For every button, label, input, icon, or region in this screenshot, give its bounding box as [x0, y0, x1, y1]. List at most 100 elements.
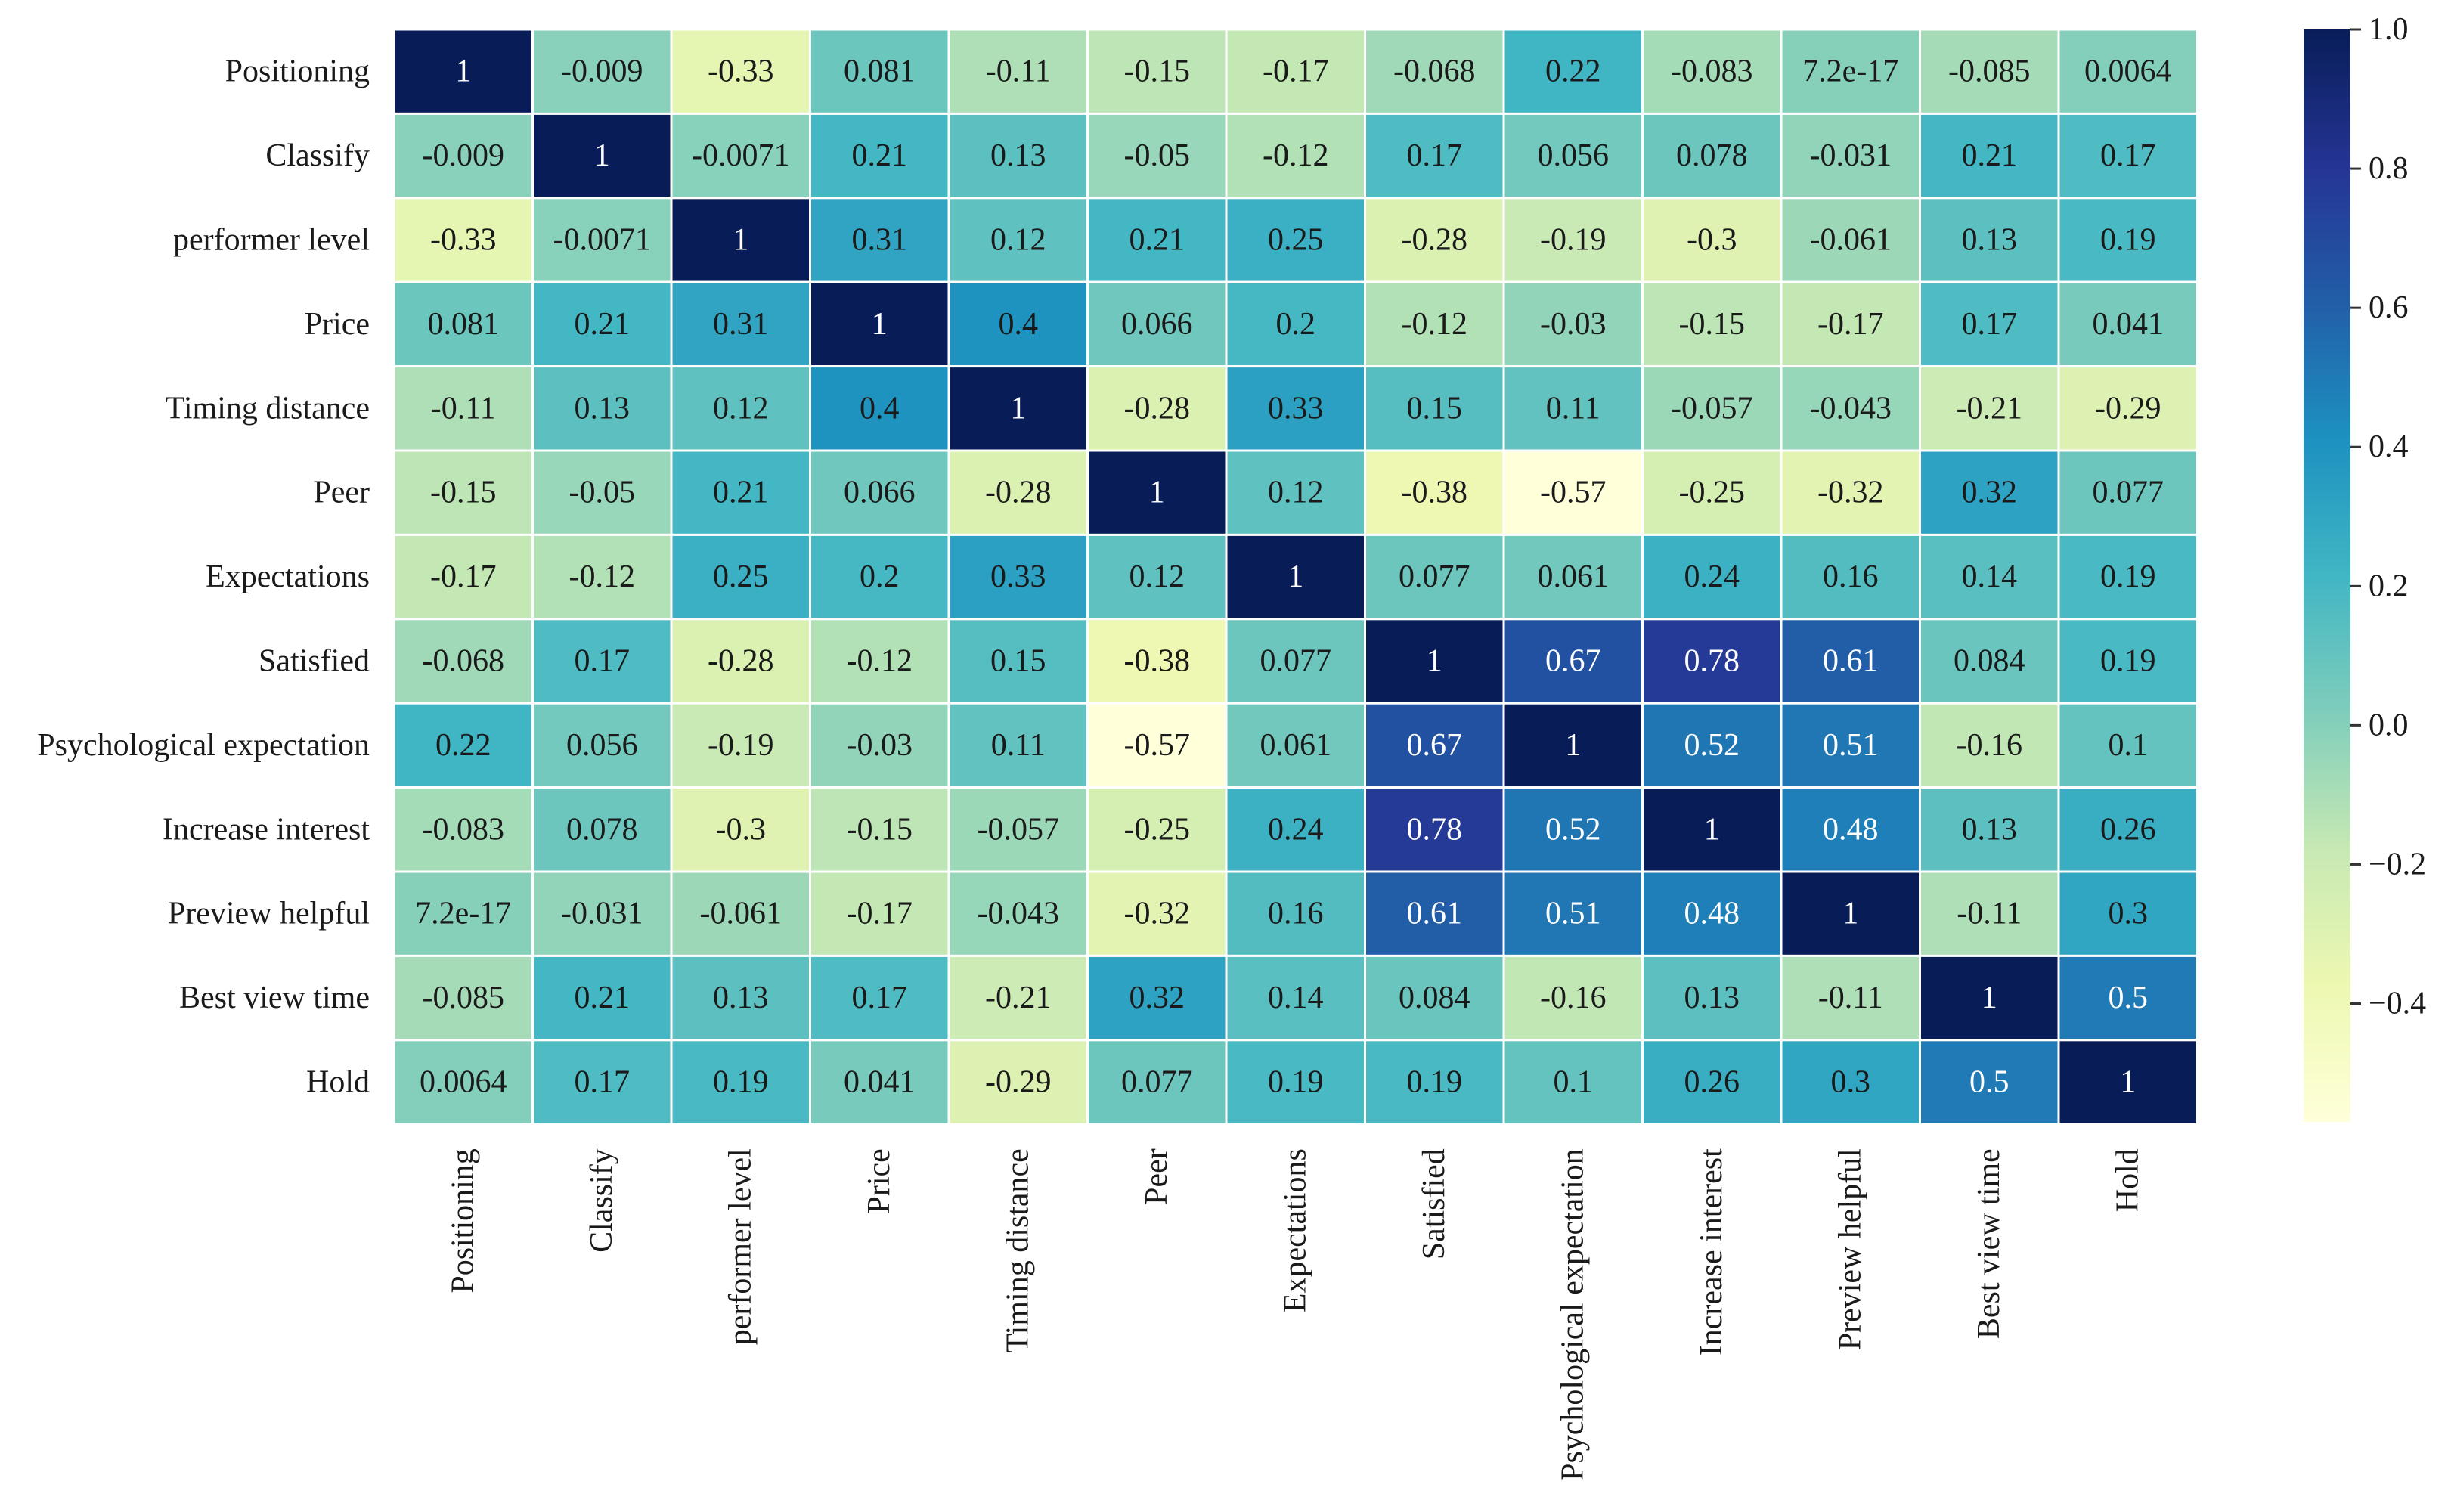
- cell-value-label: 0.19: [2100, 644, 2156, 679]
- heatmap-cell: [809, 1039, 950, 1126]
- cell-value-label: 0.21: [852, 138, 908, 173]
- colorbar-tick-label: −0.2: [2369, 847, 2426, 881]
- cell-value-label: -0.03: [1540, 307, 1607, 342]
- y-tick-label: Classify: [265, 138, 370, 173]
- heatmap-cell: [1919, 618, 2060, 705]
- cell-value-label: 0.25: [713, 559, 769, 594]
- heatmap-cell: [1919, 870, 2060, 957]
- cell-value-label: 0.077: [1260, 644, 1332, 679]
- cell-value-label: 1: [872, 307, 888, 342]
- heatmap-cell: [947, 954, 1089, 1042]
- heatmap-cell: [531, 197, 673, 284]
- cell-value-label: -0.15: [1124, 54, 1191, 89]
- cell-value-label: -0.57: [1124, 728, 1191, 763]
- heatmap-cell: [2057, 533, 2199, 621]
- heatmap-cell: [1502, 702, 1644, 789]
- cell-value-label: 0.061: [1538, 559, 1610, 594]
- cell-value-label: 0.1: [1554, 1065, 1594, 1100]
- heatmap-cell: [1780, 280, 1921, 368]
- colorbar-tick-label: −0.4: [2369, 987, 2426, 1021]
- cell-value-label: 0.19: [1407, 1065, 1463, 1100]
- heatmap-cell: [2057, 618, 2199, 705]
- cell-value-label: 0.17: [1962, 307, 2018, 342]
- heatmap-cell: [1919, 280, 2060, 368]
- cell-value-label: 0.13: [1962, 812, 2018, 847]
- cell-value-label: -0.0071: [553, 223, 652, 258]
- cell-value-label: 0.12: [713, 391, 769, 426]
- cell-value-label: 0.21: [1962, 138, 2018, 173]
- colorbar-tick-label: 0.4: [2369, 429, 2409, 464]
- heatmap-cells: [392, 28, 2199, 1126]
- cell-value-label: 0.066: [1121, 307, 1193, 342]
- heatmap-cell: [531, 449, 673, 536]
- cell-value-label: 0.061: [1260, 728, 1332, 763]
- heatmap-cell: [1225, 954, 1366, 1042]
- heatmap-cell: [2057, 112, 2199, 200]
- cell-value-label: 0.21: [713, 476, 769, 510]
- heatmap-cell: [1086, 1039, 1228, 1126]
- heatmap-cell: [1364, 618, 1505, 705]
- heatmap-cell: [1780, 197, 1921, 284]
- heatmap-cell: [1364, 1039, 1505, 1126]
- heatmap-cell: [531, 786, 673, 873]
- cell-value-label: -0.28: [1124, 391, 1191, 426]
- cell-value-label: 0.16: [1268, 897, 1324, 931]
- cell-value-label: -0.28: [708, 644, 774, 679]
- heatmap-cell: [670, 533, 811, 621]
- heatmap-cell: [1919, 449, 2060, 536]
- heatmap-cell: [947, 197, 1089, 284]
- cell-value-label: -0.068: [423, 644, 505, 679]
- cell-value-label: 0.2: [860, 559, 900, 594]
- heatmap-cell: [670, 702, 811, 789]
- heatmap-cell: [392, 112, 534, 200]
- heatmap-cell: [1919, 28, 2060, 115]
- heatmap-cell: [1086, 954, 1228, 1042]
- cell-value-label: 0.22: [1545, 54, 1601, 89]
- cell-value-label: -0.11: [1818, 981, 1883, 1015]
- cell-value-label: 0.13: [575, 391, 631, 426]
- cell-value-label: 0.056: [1538, 138, 1610, 173]
- cell-value-label: 7.2e-17: [1802, 54, 1898, 89]
- cell-value-label: 0.21: [575, 307, 631, 342]
- cell-value-label: -0.083: [423, 812, 505, 847]
- cell-value-label: -0.29: [2095, 391, 2161, 426]
- cell-value-label: 1: [1704, 812, 1720, 847]
- cell-value-label: -0.28: [1402, 223, 1468, 258]
- cell-value-label: 0.19: [1268, 1065, 1324, 1100]
- y-tick-label: Hold: [306, 1065, 370, 1100]
- cell-value-label: 0.21: [1129, 223, 1185, 258]
- heatmap-cell: [1225, 365, 1366, 452]
- heatmap-cell: [1502, 786, 1644, 873]
- cell-value-label: 0.15: [990, 644, 1046, 679]
- cell-value-label: -0.085: [1948, 54, 2031, 89]
- heatmap-cell: [1364, 870, 1505, 957]
- heatmap-cell: [1919, 954, 2060, 1042]
- cell-value-label: 1: [1982, 981, 1997, 1015]
- cell-value-label: -0.15: [847, 812, 913, 847]
- y-axis-tick-labels: Positioning Classify performer level Price T…: [37, 54, 370, 1100]
- y-tick-label: Best view time: [179, 981, 370, 1015]
- heatmap-cell: [1780, 533, 1921, 621]
- cell-value-label: 0.48: [1823, 812, 1879, 847]
- heatmap-cell: [809, 365, 950, 452]
- cell-value-label: -0.12: [569, 559, 636, 594]
- cell-value-label: 0.52: [1545, 812, 1601, 847]
- heatmap-cell: [670, 197, 811, 284]
- cell-value-label: -0.19: [1540, 223, 1607, 258]
- heatmap-cell: [531, 365, 673, 452]
- heatmap-cell: [1502, 280, 1644, 368]
- heatmap-cell: [1502, 954, 1644, 1042]
- cell-value-label: 0.31: [713, 307, 769, 342]
- cell-value-label: 0.11: [991, 728, 1046, 763]
- cell-value-label: 0.51: [1823, 728, 1879, 763]
- cell-value-label: 0.67: [1545, 644, 1601, 679]
- heatmap-cell: [392, 1039, 534, 1126]
- heatmap-cell: [2057, 280, 2199, 368]
- heatmap-cell: [392, 28, 534, 115]
- cell-value-label: 0.041: [844, 1065, 916, 1100]
- cell-value-label: -0.29: [985, 1065, 1052, 1100]
- y-tick-label: Psychological expectation: [37, 728, 370, 763]
- y-tick-label: Satisfied: [259, 644, 370, 679]
- heatmap-cell: [1641, 280, 1783, 368]
- cell-value-label: -0.068: [1393, 54, 1476, 89]
